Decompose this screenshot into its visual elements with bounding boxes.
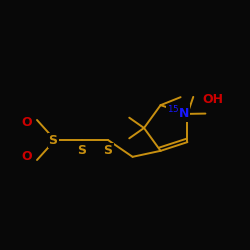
- Text: S: S: [78, 144, 86, 156]
- Text: S: S: [104, 144, 112, 156]
- Text: S: S: [48, 134, 58, 146]
- Text: OH: OH: [202, 93, 224, 106]
- Text: $^{15}$N: $^{15}$N: [166, 105, 190, 122]
- Text: O: O: [22, 116, 32, 130]
- Text: O: O: [22, 150, 32, 164]
